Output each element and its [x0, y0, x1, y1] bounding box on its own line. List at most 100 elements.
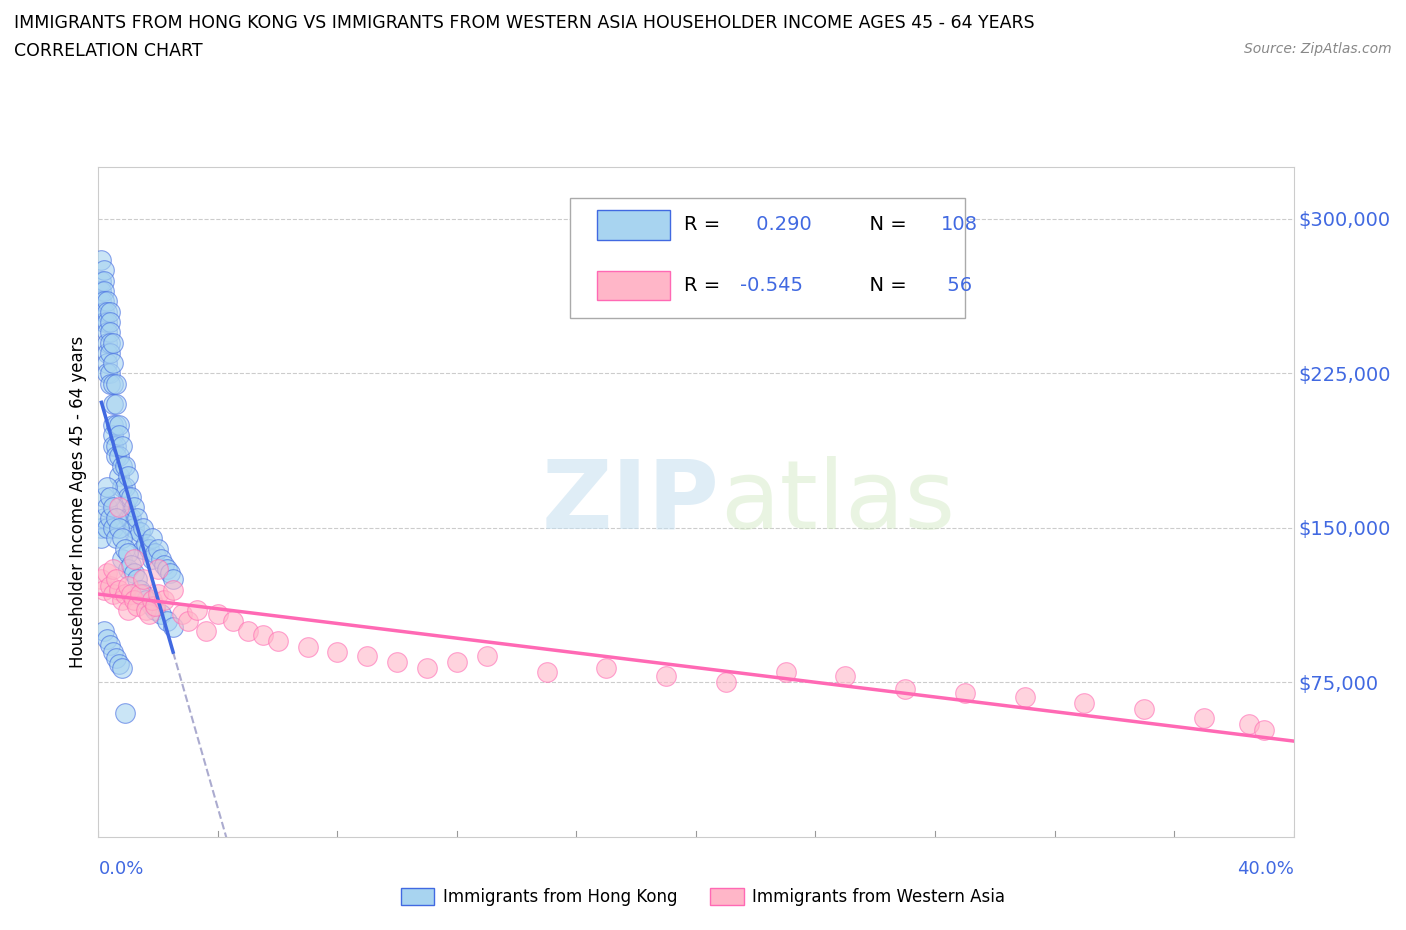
Point — [105, 377, 128, 392]
Text: IMMIGRANTS FROM HONG KONG VS IMMIGRANTS FROM WESTERN ASIA HOUSEHOLDER INCOME AGE: IMMIGRANTS FROM HONG KONG VS IMMIGRANTS … — [14, 14, 1035, 32]
Point — [96, 521, 118, 536]
Point — [127, 599, 149, 614]
Point — [124, 521, 146, 536]
Point — [96, 479, 118, 494]
Point — [953, 685, 976, 700]
Point — [103, 377, 125, 392]
Point — [90, 284, 112, 299]
Point — [105, 650, 128, 665]
Point — [141, 592, 163, 607]
Point — [103, 500, 125, 515]
Point — [96, 366, 118, 381]
Point — [127, 511, 149, 525]
Point — [105, 448, 128, 463]
Point — [108, 448, 131, 463]
Point — [138, 607, 160, 622]
Point — [90, 294, 112, 309]
Point — [267, 634, 290, 649]
Y-axis label: Householder Income Ages 45 - 64 years: Householder Income Ages 45 - 64 years — [69, 336, 87, 669]
Point — [103, 438, 125, 453]
Point — [132, 587, 155, 602]
Point — [108, 657, 131, 671]
Point — [252, 628, 274, 643]
Point — [103, 521, 125, 536]
Point — [111, 531, 134, 546]
Point — [100, 304, 122, 319]
Point — [124, 500, 146, 515]
Point — [100, 578, 122, 593]
Point — [93, 284, 115, 299]
Point — [96, 631, 118, 646]
Point — [156, 562, 179, 577]
Point — [108, 469, 131, 484]
Point — [127, 572, 149, 587]
Text: 40.0%: 40.0% — [1237, 860, 1294, 878]
Point — [150, 551, 173, 566]
Point — [1014, 689, 1036, 704]
Point — [108, 521, 131, 536]
Point — [536, 665, 558, 680]
Point — [100, 335, 122, 350]
Point — [93, 582, 115, 597]
Point — [100, 366, 122, 381]
Text: CORRELATION CHART: CORRELATION CHART — [14, 42, 202, 60]
Point — [105, 397, 128, 412]
Point — [124, 565, 146, 580]
Text: R =: R = — [685, 276, 727, 295]
Point — [124, 551, 146, 566]
Point — [148, 562, 170, 577]
Point — [120, 558, 142, 573]
Point — [108, 500, 131, 515]
Point — [595, 660, 617, 675]
Point — [111, 592, 134, 607]
Point — [108, 418, 131, 432]
Point — [93, 489, 115, 504]
Point — [129, 525, 152, 539]
Point — [159, 565, 181, 580]
Point — [117, 511, 139, 525]
Point — [117, 545, 139, 560]
Point — [100, 314, 122, 329]
Point — [150, 607, 173, 622]
Point — [117, 603, 139, 618]
Point — [129, 587, 152, 602]
Point — [135, 603, 157, 618]
Point — [111, 458, 134, 473]
Point — [132, 572, 155, 587]
Point — [138, 541, 160, 556]
FancyBboxPatch shape — [596, 210, 669, 240]
Point — [162, 572, 184, 587]
Legend: Immigrants from Hong Kong, Immigrants from Western Asia: Immigrants from Hong Kong, Immigrants fr… — [394, 881, 1012, 912]
Point — [143, 599, 166, 614]
Point — [100, 489, 122, 504]
Point — [222, 613, 245, 628]
Point — [96, 304, 118, 319]
Point — [114, 706, 136, 721]
Point — [100, 325, 122, 339]
Point — [135, 592, 157, 607]
Point — [162, 619, 184, 634]
Point — [103, 562, 125, 577]
Point — [105, 438, 128, 453]
Point — [96, 294, 118, 309]
Point — [1237, 716, 1260, 731]
Point — [356, 648, 378, 663]
Point — [105, 511, 128, 525]
Point — [100, 377, 122, 392]
Point — [103, 644, 125, 659]
Point — [93, 511, 115, 525]
Point — [156, 613, 179, 628]
Point — [186, 603, 208, 618]
Text: R =: R = — [685, 216, 727, 234]
Point — [93, 263, 115, 278]
Point — [148, 541, 170, 556]
Point — [96, 355, 118, 370]
Point — [127, 531, 149, 546]
Point — [153, 592, 176, 607]
Point — [90, 572, 112, 587]
Point — [103, 428, 125, 443]
Point — [135, 537, 157, 551]
Point — [114, 587, 136, 602]
FancyBboxPatch shape — [596, 271, 669, 300]
Point — [105, 531, 128, 546]
